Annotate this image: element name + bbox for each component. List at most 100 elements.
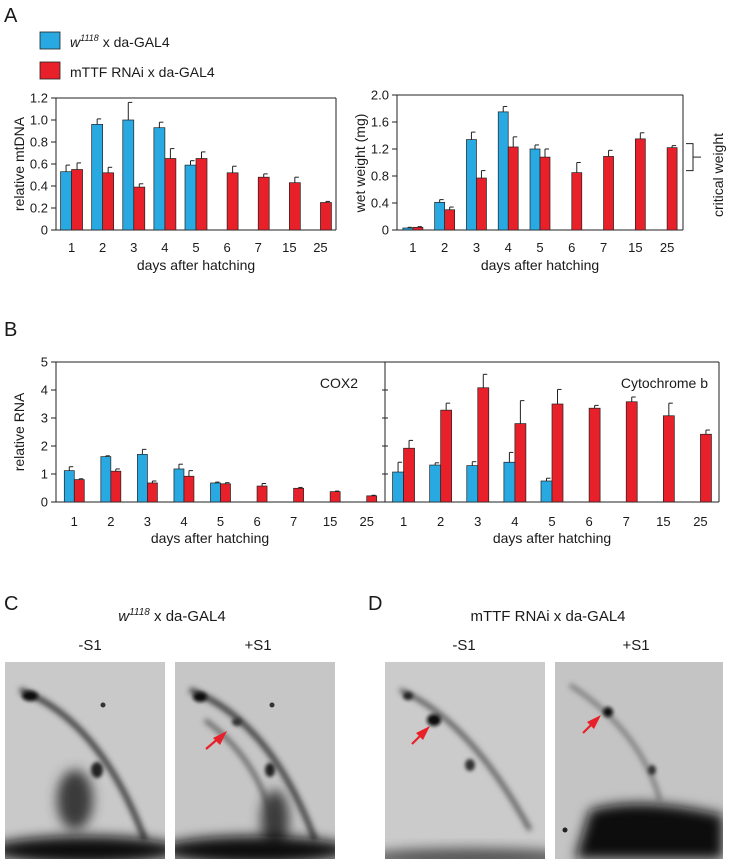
gel-c-title: w1118 x da-GAL4: [118, 607, 225, 625]
xtick-label-B-right-7: 15: [656, 514, 670, 529]
bar-A-right-rnai-4: [507, 146, 519, 231]
arrow-gel-c: [205, 731, 227, 750]
critical-bracket-line: [686, 143, 694, 172]
xtick-label-A-right-0: 1: [409, 240, 416, 255]
xlabel-a-right: days after hatching: [481, 257, 599, 273]
xtick-label-A-left-8: 25: [313, 240, 327, 255]
ytick-label-B-left-0: 0: [41, 495, 48, 510]
panel-label-c: C: [4, 593, 18, 615]
xtick-label-A-left-6: 7: [255, 240, 262, 255]
bar-A-right-rnai-1: [412, 226, 424, 231]
xtick-label-A-right-5: 6: [568, 240, 575, 255]
bar-A-left-rnai-25: [320, 202, 332, 231]
gel-image-d-plus: [555, 662, 723, 859]
bar-A-left-rnai-2: [102, 172, 115, 231]
bar-A-right-control-3: [466, 139, 477, 231]
ytick-label-A-right-3: 1.2: [371, 142, 389, 157]
xtick-label-A-right-8: 25: [660, 240, 674, 255]
ytick-label-B-left-3: 3: [41, 411, 48, 426]
bar-A-left-control-3: [122, 119, 135, 231]
xtick-label-A-right-6: 7: [600, 240, 607, 255]
bar-B-left-rnai-3: [147, 482, 158, 503]
bar-B-right-rnai-2: [440, 409, 453, 503]
xtick-label-A-right-2: 3: [473, 240, 480, 255]
bar-A-left-rnai-3: [133, 186, 146, 231]
chart-relative-mtdna: relative mtDNA days after hatching 0 0.2 0…: [11, 91, 337, 273]
xtick-label-A-left-1: 2: [99, 240, 106, 255]
gel-image-c-minus: [5, 662, 165, 859]
bar-B-right-rnai-4: [514, 423, 527, 503]
bar-B-right-control-1: [392, 471, 404, 503]
chart-relative-rna: relative RNA COX2 Cytochrome b days afte…: [11, 355, 720, 546]
bar-B-left-control-4: [173, 468, 185, 503]
ytick-label-A-right-2: 0.8: [371, 169, 389, 184]
ytick-label-A-left-4: 0.8: [30, 135, 48, 150]
bar-B-left-control-5: [210, 482, 221, 503]
ytick-label-A-left-5: 1.0: [30, 113, 48, 128]
gel-c-lane-plus: +S1: [244, 637, 271, 654]
gel-image-c-plus: [175, 662, 335, 859]
legend-swatch-control: [39, 31, 61, 50]
ytick-label-A-right-5: 2.0: [371, 88, 389, 103]
ylabel-a-right: wet weight (mg): [352, 114, 368, 214]
bar-B-left-control-2: [100, 456, 112, 503]
ytick-label-A-right-1: 0.4: [371, 196, 389, 211]
bar-A-right-control-2: [434, 201, 446, 231]
gel-image-d-minus: [385, 662, 545, 859]
bar-B-right-control-3: [466, 465, 479, 503]
xtick-label-A-left-3: 4: [161, 240, 168, 255]
xtick-label-B-right-1: 2: [437, 514, 444, 529]
xtick-label-B-right-6: 7: [623, 514, 630, 529]
bar-A-left-rnai-6: [226, 172, 239, 231]
panel-label-d: D: [368, 593, 382, 615]
bar-B-left-control-3: [137, 454, 148, 503]
bar-B-right-control-2: [429, 464, 442, 503]
gel-d-title: mTTF RNAi x da-GAL4: [470, 608, 625, 625]
xlabel-b-left: days after hatching: [151, 530, 269, 546]
xtick-label-B-left-5: 6: [253, 514, 260, 529]
bar-A-left-rnai-7: [257, 176, 270, 231]
xtick-label-B-right-2: 3: [474, 514, 481, 529]
xtick-label-B-right-4: 5: [548, 514, 555, 529]
bar-A-left-control-1: [60, 171, 72, 231]
bar-A-left-rnai-5: [195, 158, 208, 231]
bar-B-right-rnai-5: [551, 403, 564, 503]
xtick-label-B-left-7: 15: [323, 514, 337, 529]
bar-B-right-rnai-3: [477, 387, 490, 503]
bar-B-right-rnai-6: [588, 407, 601, 503]
xtick-label-B-left-6: 7: [290, 514, 297, 529]
bar-B-right-rnai-1: [403, 447, 415, 503]
legend-label-control: w1118 x da-GAL4: [70, 33, 170, 50]
ytick-label-B-left-2: 2: [41, 439, 48, 454]
bar-B-left-rnai-1: [73, 479, 85, 503]
xtick-label-B-left-8: 25: [359, 514, 373, 529]
xtick-label-A-left-4: 5: [192, 240, 199, 255]
bar-A-left-rnai-4: [164, 158, 177, 231]
xtick-label-A-left-5: 6: [223, 240, 230, 255]
critical-weight-bracket: [686, 143, 701, 172]
bar-B-left-rnai-2: [110, 470, 122, 503]
xtick-label-B-right-8: 25: [693, 514, 707, 529]
xtick-label-A-left-2: 3: [130, 240, 137, 255]
arrow-gel-d-plus: [582, 715, 601, 734]
ylabel-a-left: relative mtDNA: [11, 116, 27, 211]
ytick-label-B-left-4: 4: [41, 383, 48, 398]
xtick-label-B-left-0: 1: [71, 514, 78, 529]
bar-A-left-control-4: [153, 127, 166, 231]
bar-B-right-rnai-7: [625, 401, 638, 503]
bar-B-left-rnai-15: [329, 491, 341, 503]
title-cox2: COX2: [320, 375, 358, 391]
bar-B-left-rnai-5: [220, 483, 231, 503]
bar-A-right-rnai-6: [571, 172, 583, 231]
ytick-label-A-left-1: 0.2: [30, 201, 48, 216]
bar-A-left-rnai-1: [71, 169, 83, 231]
xtick-label-A-right-7: 15: [628, 240, 642, 255]
bar-B-right-rnai-25: [700, 433, 712, 503]
gel-d-lane-plus: +S1: [622, 637, 649, 654]
bar-A-right-rnai-2: [444, 209, 456, 231]
bar-B-left-rnai-6: [256, 485, 268, 503]
ytick-label-A-right-4: 1.6: [371, 115, 389, 130]
bar-B-left-rnai-7: [293, 487, 304, 503]
xtick-label-A-right-3: 4: [505, 240, 512, 255]
